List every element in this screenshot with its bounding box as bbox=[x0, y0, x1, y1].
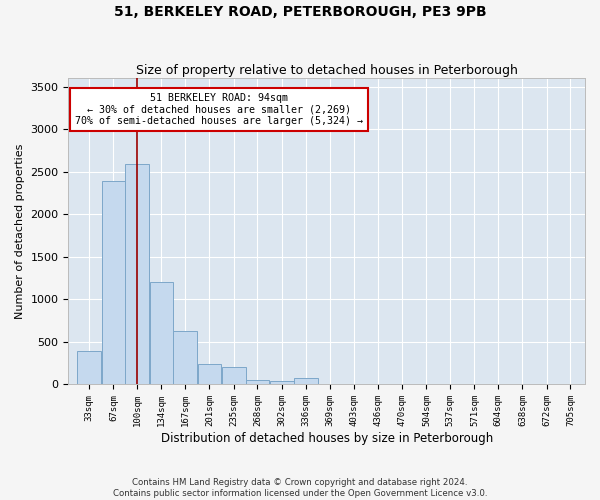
Text: 51, BERKELEY ROAD, PETERBOROUGH, PE3 9PB: 51, BERKELEY ROAD, PETERBOROUGH, PE3 9PB bbox=[113, 5, 487, 19]
Bar bbox=[222, 366, 245, 384]
Bar bbox=[149, 282, 173, 385]
Bar bbox=[197, 364, 221, 384]
Y-axis label: Number of detached properties: Number of detached properties bbox=[15, 144, 25, 319]
Bar bbox=[245, 380, 269, 384]
Bar bbox=[125, 164, 149, 384]
X-axis label: Distribution of detached houses by size in Peterborough: Distribution of detached houses by size … bbox=[161, 432, 493, 445]
Text: Contains HM Land Registry data © Crown copyright and database right 2024.
Contai: Contains HM Land Registry data © Crown c… bbox=[113, 478, 487, 498]
Title: Size of property relative to detached houses in Peterborough: Size of property relative to detached ho… bbox=[136, 64, 518, 77]
Bar bbox=[294, 378, 318, 384]
Bar bbox=[77, 352, 101, 384]
Bar bbox=[173, 332, 197, 384]
Bar bbox=[270, 381, 293, 384]
Text: 51 BERKELEY ROAD: 94sqm
← 30% of detached houses are smaller (2,269)
70% of semi: 51 BERKELEY ROAD: 94sqm ← 30% of detache… bbox=[76, 93, 364, 126]
Bar bbox=[101, 181, 125, 384]
